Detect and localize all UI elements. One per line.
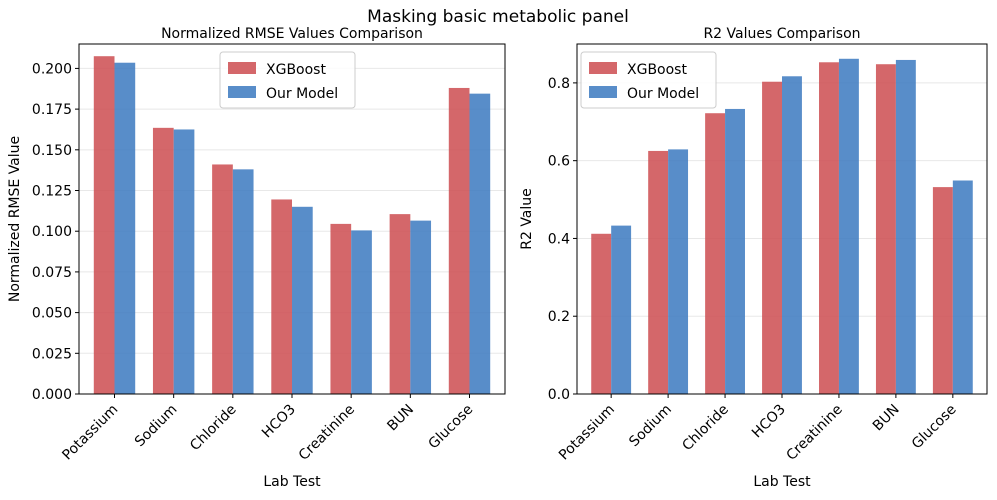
y-axis-label: Normalized RMSE Value — [7, 136, 23, 302]
chart-title: R2 Values Comparison — [703, 26, 860, 42]
y-tick-label: 0.100 — [32, 224, 72, 240]
bar-xgboost — [271, 199, 292, 394]
bar-xgboost — [330, 223, 352, 394]
bar-our-model — [952, 180, 973, 394]
bar-xgboost — [93, 56, 115, 395]
legend-swatch — [228, 62, 256, 74]
bar-our-model — [114, 62, 136, 394]
x-tick-label: Chloride — [679, 402, 732, 455]
y-tick-label: 0.050 — [32, 306, 72, 322]
bar-our-model — [351, 230, 372, 394]
bar-our-model — [410, 220, 432, 394]
bar-xgboost — [152, 127, 174, 394]
y-tick-label: 0.175 — [32, 102, 72, 118]
x-tick-label: Sodium — [132, 402, 181, 451]
bar-xgboost — [212, 164, 233, 394]
bar-our-model — [611, 225, 632, 394]
bar-xgboost — [875, 64, 896, 394]
y-tick-label: 0.0 — [548, 387, 570, 403]
bar-our-model — [292, 206, 313, 394]
bar-xgboost — [705, 113, 726, 394]
y-tick-label: 0.8 — [548, 76, 570, 92]
legend-label: Our Model — [266, 86, 338, 102]
x-tick-label: Potassium — [59, 402, 121, 464]
x-axis-label: Lab Test — [263, 474, 321, 490]
y-axis-label: R2 Value — [519, 188, 535, 250]
x-tick-label: Creatinine — [784, 402, 846, 464]
y-tick-label: 0.025 — [32, 346, 72, 362]
x-tick-label: Potassium — [556, 402, 618, 464]
bar-xgboost — [591, 233, 612, 394]
x-tick-label: BUN — [384, 402, 417, 435]
bar-xgboost — [448, 87, 470, 394]
legend-swatch — [228, 86, 256, 98]
bar-our-model — [838, 58, 859, 395]
legend-swatch — [589, 62, 617, 74]
bar-our-model — [173, 129, 195, 394]
legend-swatch — [589, 86, 617, 98]
y-tick-label: 0.075 — [32, 265, 72, 281]
chart-panel-2: 0.0 0.2 0.4 0.6 0.8 Potassium Sodium Chloride HC… — [519, 26, 988, 490]
legend: XGBoost Our Model — [580, 51, 717, 109]
bar-our-model — [469, 93, 491, 395]
y-tick-label: 0.2 — [548, 309, 570, 325]
chart-panel-1: 0.000 0.025 0.050 0.075 0.100 0.125 0.150 0.175… — [7, 26, 506, 490]
bar-xgboost — [819, 62, 839, 395]
bar-our-model — [782, 76, 802, 395]
x-tick-label: BUN — [870, 402, 903, 435]
chart-title: Normalized RMSE Values Comparison — [161, 26, 423, 42]
bar-xgboost — [648, 150, 669, 394]
bar-xgboost — [762, 81, 782, 394]
bar-xgboost — [932, 187, 953, 394]
y-tick-label: 0.125 — [32, 184, 72, 200]
x-axis-label: Lab Test — [753, 474, 811, 490]
figure-suptitle: Masking basic metabolic panel — [367, 7, 629, 27]
y-tick-label: 0.000 — [32, 387, 72, 403]
x-tick-label: HCO3 — [259, 402, 299, 442]
bar-our-model — [725, 108, 745, 394]
y-tick-label: 0.150 — [32, 143, 72, 159]
y-tick-label: 0.200 — [32, 61, 72, 77]
bar-xgboost — [389, 214, 411, 394]
legend-label: XGBoost — [627, 62, 687, 78]
x-tick-label: Glucose — [426, 402, 477, 453]
legend-label: XGBoost — [266, 62, 326, 78]
legend-label: Our Model — [627, 86, 699, 102]
bar-our-model — [895, 59, 916, 394]
bar-our-model — [232, 169, 254, 394]
bar-our-model — [668, 149, 689, 394]
x-tick-label: Chloride — [187, 402, 240, 455]
x-tick-label: Creatinine — [296, 402, 358, 464]
x-tick-label: Glucose — [909, 402, 960, 453]
legend: XGBoost Our Model — [219, 51, 356, 109]
y-tick-label: 0.4 — [548, 231, 570, 247]
y-tick-label: 0.6 — [548, 154, 570, 170]
x-tick-label: HCO3 — [749, 402, 789, 442]
x-tick-label: Sodium — [626, 402, 675, 451]
